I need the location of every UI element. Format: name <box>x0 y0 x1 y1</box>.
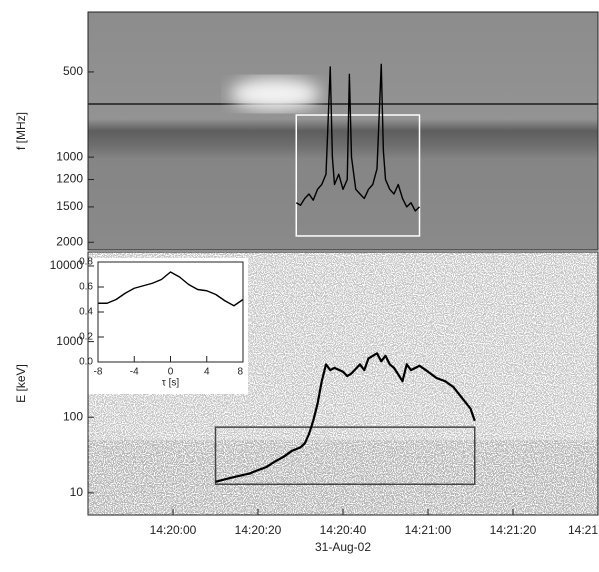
x-tick-label: 8 <box>237 367 243 378</box>
x-tick-label: 14:20:40 <box>320 523 367 537</box>
y-tick-label: 1000 <box>56 334 83 348</box>
panel: 500 1000 1200 1500 2000 f [MHz] <box>14 11 599 251</box>
y-tick-label: 0.2 <box>79 332 93 343</box>
selection-box <box>295 114 421 237</box>
y-tick-label: 0.4 <box>79 307 93 318</box>
x-tick-label: 14:21:00 <box>405 523 452 537</box>
inset-background <box>88 258 248 394</box>
x-tick-label: 4 <box>204 367 210 378</box>
x-axis-label: 31-Aug-02 <box>315 540 371 554</box>
y-tick-label: 2000 <box>56 234 83 248</box>
x-tick-label: 14:21:20 <box>490 523 537 537</box>
series-line <box>295 63 420 212</box>
x-tick-label: 14:20:20 <box>235 523 282 537</box>
y-tick-label: 10000 <box>50 258 84 272</box>
y-tick-label: 100 <box>63 409 83 423</box>
x-tick-label: 0 <box>168 367 174 378</box>
series-line <box>215 352 476 483</box>
y-tick-label: 10 <box>70 485 84 499</box>
x-tick-label: -4 <box>130 367 139 378</box>
y-tick-label: 1500 <box>56 199 83 213</box>
y-tick-label: 0.6 <box>79 282 93 293</box>
panel: 0.0 0.2 0.4 0.6 0.8 -8 -4 0 4 8 τ [s] <box>79 257 244 389</box>
y-axis-label: E [keV] <box>14 364 28 403</box>
x-tick-label: 14:20:00 <box>150 523 197 537</box>
selection-box <box>214 426 476 486</box>
panel-frame <box>87 251 599 516</box>
panel-frame <box>97 261 244 363</box>
counts-scatter-dense <box>88 440 598 515</box>
y-tick-label: 500 <box>63 64 83 78</box>
y-axis-label: f [MHz] <box>14 112 28 150</box>
x-tick-label: -8 <box>94 367 103 378</box>
panel-frame <box>87 11 599 251</box>
y-tick-label: 0.0 <box>79 357 93 368</box>
y-tick-label: 1200 <box>56 172 83 186</box>
x-tick-label: 14:21 <box>568 523 598 537</box>
y-tick-label: 0.8 <box>79 257 93 268</box>
panel: 10 100 1000 10000 14:20:00 14:20:20 14:20:40 14… <box>14 251 599 554</box>
y-tick-label: 1000 <box>56 149 83 163</box>
x-axis-label: τ [s] <box>162 378 180 389</box>
series-line <box>98 271 244 307</box>
spectrogram-burst <box>230 78 320 110</box>
spectrogram-background <box>88 12 598 250</box>
